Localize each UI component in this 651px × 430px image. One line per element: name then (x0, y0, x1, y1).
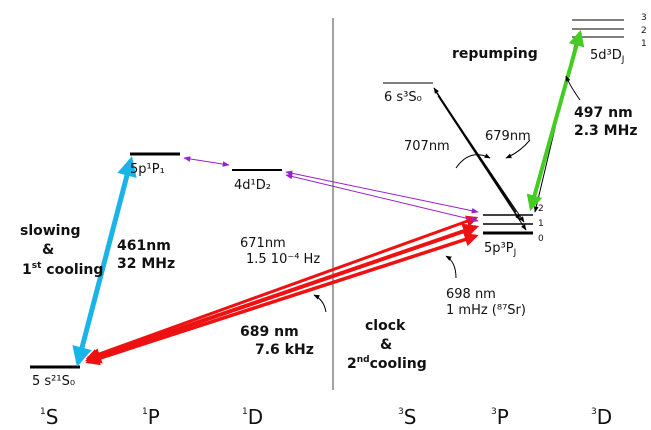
label-689-wl: 689 nm (240, 324, 299, 340)
pointer-497 (565, 75, 581, 101)
label-497-wl: 497 nm (574, 105, 633, 121)
label-p3-j2: 2 (538, 204, 544, 214)
label-d3: 5d³DJ (590, 48, 624, 65)
column-1P: 1P (142, 405, 160, 429)
label-679: 679nm (485, 129, 531, 144)
label-707: 707nm (404, 139, 450, 154)
label-689-width: 7.6 kHz (255, 342, 314, 358)
label-671-width: 1.5 10⁻⁴ Hz (246, 252, 320, 267)
label-clock-amp: & (380, 337, 392, 353)
arrow-497nm (526, 29, 585, 212)
label-slowing: slowing (20, 223, 80, 239)
label-slowing-amp: & (42, 242, 54, 258)
label-s3: 6 s³S₀ (384, 90, 422, 105)
arrow-d2-p3-b (285, 173, 479, 223)
label-first-cooling: 1st cooling (22, 261, 103, 278)
label-497-width: 2.3 MHz (574, 123, 637, 139)
label-d2: 4d¹D₂ (234, 178, 271, 193)
pointer-679 (505, 139, 531, 159)
label-ground: 5 s²¹S₀ (32, 374, 75, 389)
column-3D: 3D (591, 405, 612, 429)
label-repumping: repumping (452, 46, 538, 62)
label-p1: 5p¹P₁ (130, 162, 165, 177)
label-second-cooling: 2ndcooling (347, 355, 427, 372)
label-clock: clock (365, 318, 406, 334)
column-3P: 3P (491, 405, 509, 429)
label-d3-j2: 2 (641, 26, 647, 36)
label-461-wl: 461nm (117, 238, 171, 254)
pointer-698 (445, 255, 457, 279)
column-3S: 3S (398, 405, 416, 429)
arrow-679nm-a (435, 91, 525, 223)
label-d3-j3: 3 (641, 13, 647, 23)
arrow-698nm (85, 232, 479, 366)
label-461-width: 32 MHz (117, 256, 175, 272)
arrow-679nm-b (437, 95, 527, 231)
column-1D: 1D (242, 405, 263, 429)
pointer-689 (313, 294, 327, 313)
label-p3: 5p³PJ (484, 241, 516, 258)
label-671-wl: 671nm (240, 236, 286, 251)
label-698-width: 1 mHz (⁸⁷Sr) (446, 303, 526, 318)
arrow-d2-p3-a (285, 170, 479, 214)
label-p3-j1: 1 (538, 219, 544, 229)
label-p3-j0: 0 (538, 234, 544, 244)
label-d3-j1: 1 (641, 39, 647, 49)
label-698-wl: 698 nm (446, 287, 496, 302)
column-1S: 1S (40, 405, 58, 429)
pointer-707 (455, 153, 491, 169)
arrow-p1-d2 (183, 156, 230, 167)
